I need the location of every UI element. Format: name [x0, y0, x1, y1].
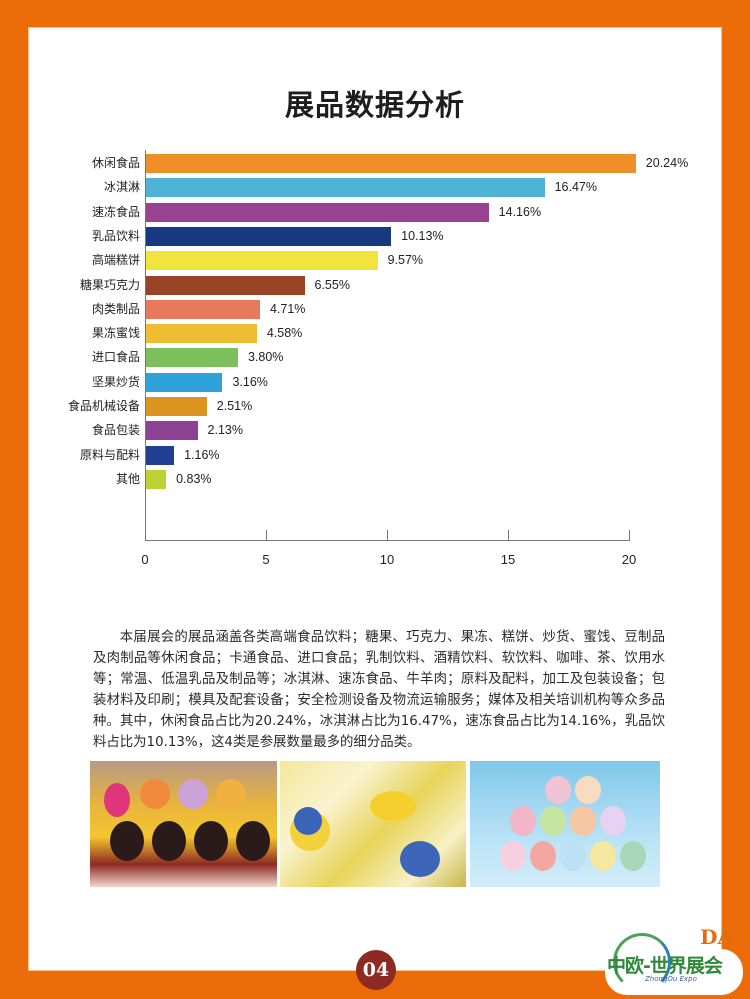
x-tick-label: 0 — [141, 552, 149, 567]
category-label: 坚果炒货 — [91, 374, 140, 389]
category-label: 肉类制品 — [91, 301, 140, 316]
value-label: 9.57% — [387, 253, 424, 268]
photo-cartoon-figures — [90, 761, 277, 887]
category-label: 食品机械设备 — [67, 399, 140, 413]
bar — [146, 178, 545, 198]
category-label: 其他 — [115, 471, 140, 486]
value-label: 6.55% — [314, 277, 350, 292]
x-axis — [145, 540, 630, 541]
category-label: 果冻蜜饯 — [91, 326, 140, 341]
description-paragraph: 本届展会的展品涵盖各类高端食品饮料；糖果、巧克力、果冻、糕饼、炒货、蜜饯、豆制品… — [93, 630, 665, 750]
bar — [146, 421, 198, 441]
category-label: 食品包装 — [91, 423, 140, 438]
x-tick — [387, 530, 388, 540]
value-label: 1.16% — [184, 447, 220, 462]
logo-mark: DA — [700, 925, 733, 949]
bar — [146, 275, 305, 295]
category-label: 乳品饮料 — [91, 228, 140, 243]
category-label: 进口食品 — [91, 350, 140, 365]
bar — [146, 348, 238, 368]
expo-logo: DA 中欧-世界展会 ZhongOu Expo — [595, 925, 745, 997]
x-tick — [629, 530, 630, 540]
bar — [146, 397, 207, 416]
value-label: 10.13% — [401, 228, 444, 243]
bar — [146, 445, 175, 465]
x-tick-label: 10 — [379, 552, 395, 567]
y-axis — [145, 150, 146, 541]
x-tick — [266, 530, 267, 540]
page-number-badge: 04 — [356, 950, 396, 990]
bar — [146, 372, 223, 392]
logo-name: 中欧-世界展会 — [607, 955, 723, 977]
bar — [146, 469, 167, 489]
value-label: 2.13% — [207, 423, 243, 438]
value-label: 14.16% — [498, 204, 542, 219]
value-label: 16.47% — [554, 180, 597, 195]
value-label: 4.58% — [266, 326, 303, 341]
photo-snack-packages — [280, 761, 466, 887]
bar — [146, 324, 257, 344]
category-label: 高端糕饼 — [91, 253, 140, 268]
bar — [146, 299, 260, 319]
bar-chart: 休闲食品 20.24% 冰淇淋 16.47% 速冻食品 14.16% 乳品饮料 10.13% 高… — [67, 150, 689, 567]
category-label: 原料与配料 — [79, 447, 140, 462]
x-tick-label: 20 — [621, 552, 637, 567]
globe-icon — [613, 933, 671, 991]
logo-subtitle: ZhongOu Expo — [645, 975, 697, 983]
category-label: 冰淇淋 — [103, 180, 140, 195]
category-label: 糖果巧克力 — [79, 277, 140, 292]
value-label: 3.16% — [232, 374, 268, 389]
photo-candy-jars — [470, 761, 660, 887]
value-label: 3.80% — [247, 350, 284, 365]
category-label: 速冻食品 — [91, 204, 140, 219]
category-label: 休闲食品 — [91, 156, 140, 170]
x-tick-label: 5 — [262, 552, 270, 567]
value-label: 2.51% — [216, 399, 253, 413]
value-label: 4.71% — [269, 301, 306, 316]
bar — [146, 154, 636, 173]
bar — [146, 226, 392, 246]
bar — [146, 202, 489, 222]
bar — [146, 251, 378, 271]
value-label: 20.24% — [645, 156, 689, 170]
x-tick — [508, 530, 509, 540]
value-label: 0.83% — [176, 471, 212, 486]
x-tick-label: 15 — [500, 552, 516, 567]
page-title: 展品数据分析 — [284, 88, 465, 122]
